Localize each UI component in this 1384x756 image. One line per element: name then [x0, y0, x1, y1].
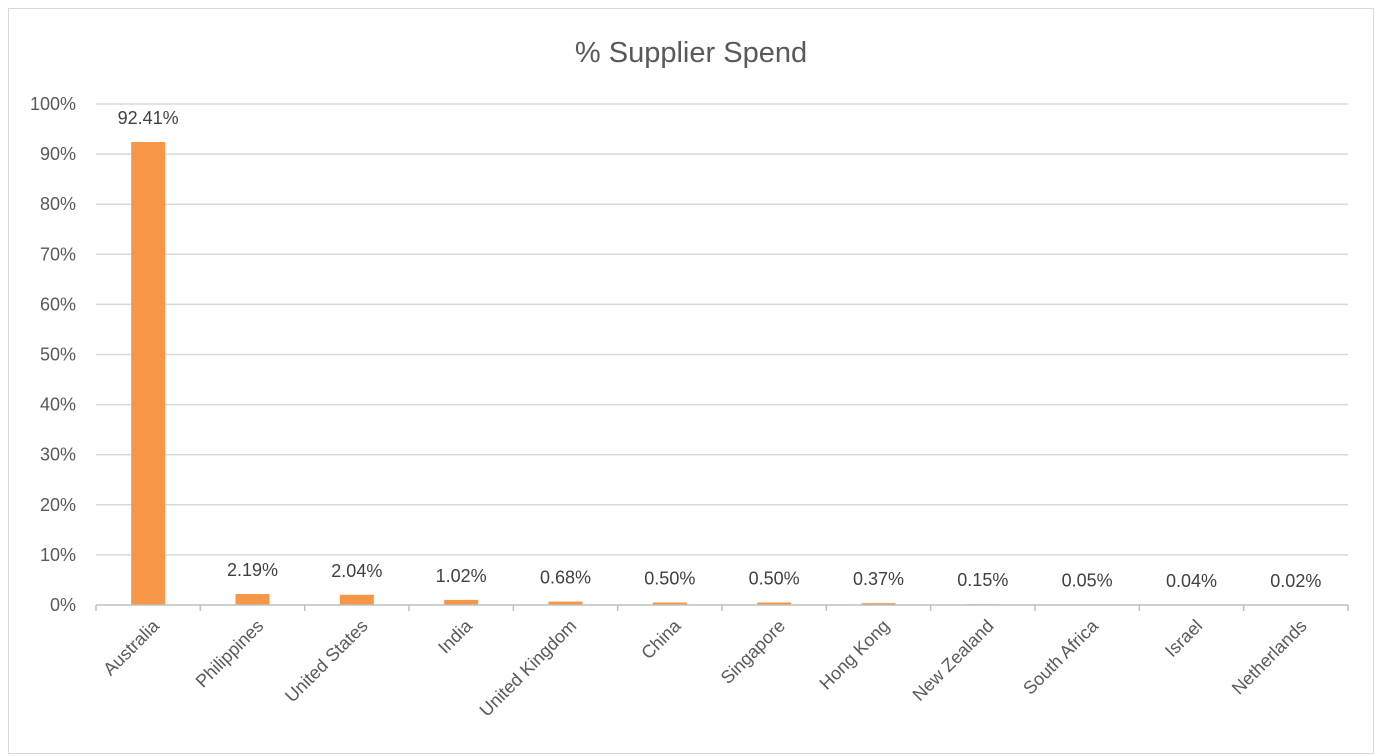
x-category-label: China: [637, 615, 685, 663]
y-tick-label: 90%: [40, 144, 76, 164]
data-label: 0.37%: [853, 569, 904, 589]
data-label: 0.15%: [957, 570, 1008, 590]
data-label: 2.19%: [227, 560, 278, 580]
y-tick-label: 70%: [40, 244, 76, 264]
gridlines: [96, 103, 1348, 556]
y-tick-label: 60%: [40, 294, 76, 314]
y-tick-label: 100%: [30, 94, 76, 114]
data-label: 0.02%: [1270, 571, 1321, 591]
data-label: 0.05%: [1062, 571, 1113, 591]
x-category-label: Philippines: [192, 616, 268, 692]
y-tick-label: 30%: [40, 445, 76, 465]
data-label: 0.50%: [644, 568, 695, 588]
data-label: 0.04%: [1166, 571, 1217, 591]
bar: [339, 594, 374, 605]
x-axis-categories: Australia Philippines United States India Un…: [95, 605, 1349, 721]
y-axis-ticks: 0% 10% 20% 30% 40% 50% 60% 70% 80% 90% 100%: [30, 94, 76, 615]
x-category-label: United States: [281, 616, 372, 707]
x-category-label: United Kingdom: [476, 616, 581, 721]
x-category-label: Australia: [99, 615, 163, 679]
bar: [757, 602, 792, 605]
y-tick-label: 40%: [40, 395, 76, 415]
data-label: 0.68%: [540, 568, 591, 588]
bar: [444, 599, 479, 605]
data-label: 92.41%: [118, 108, 179, 128]
bar: [131, 142, 166, 606]
data-labels: 92.41% 2.19% 2.04% 1.02% 0.68% 0.50% 0.50% 0.37…: [118, 108, 1322, 591]
y-tick-label: 50%: [40, 345, 76, 365]
x-category-label: South Africa: [1019, 615, 1102, 698]
y-tick-label: 0%: [50, 595, 76, 615]
x-category-label: Israel: [1161, 616, 1206, 661]
data-label: 0.50%: [749, 568, 800, 588]
bar: [548, 601, 583, 605]
y-tick-label: 10%: [40, 545, 76, 565]
y-tick-label: 80%: [40, 194, 76, 214]
chart-frame: [8, 8, 1374, 754]
x-category-label: Singapore: [717, 616, 789, 688]
x-category-label: Netherlands: [1228, 616, 1311, 699]
x-category-label: India: [434, 615, 476, 657]
bars: [131, 142, 1313, 606]
data-label: 1.02%: [436, 566, 487, 586]
chart-title: % Supplier Spend: [575, 37, 807, 69]
bar: [652, 602, 687, 605]
x-category-label: New Zealand: [909, 616, 998, 705]
data-label: 2.04%: [331, 561, 382, 581]
x-category-label: Hong Kong: [815, 616, 893, 694]
y-tick-label: 20%: [40, 495, 76, 515]
bar: [235, 594, 270, 605]
bar: [861, 603, 896, 605]
